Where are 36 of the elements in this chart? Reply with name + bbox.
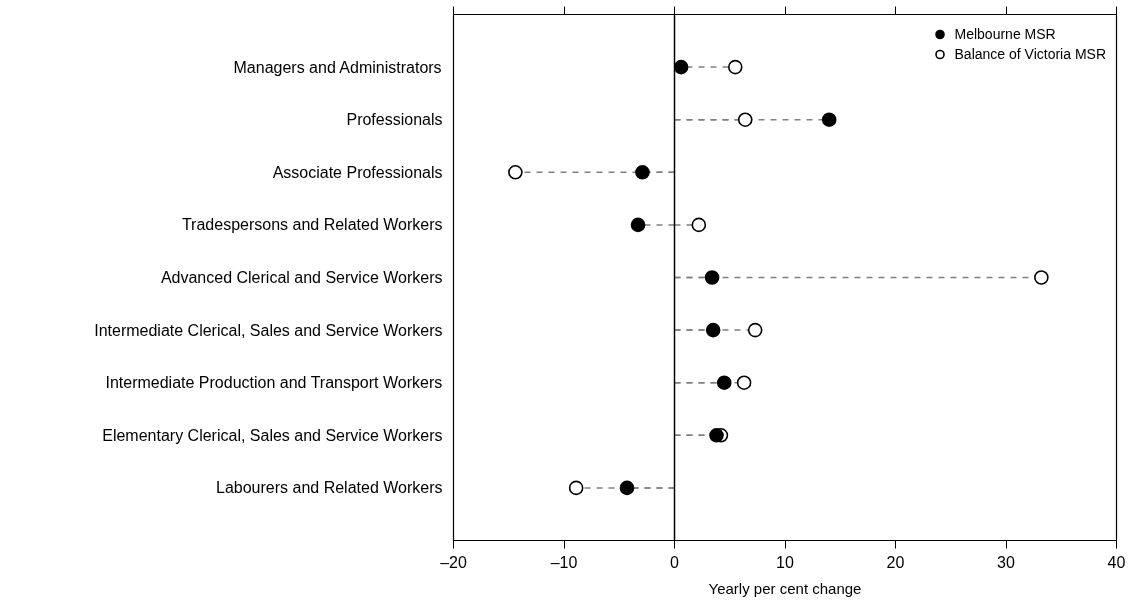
point (736, 375, 752, 390)
point (709, 428, 724, 443)
x-tick-label: 0 (670, 553, 680, 571)
y-tick-label: Elementary Clerical, Sales and Service Workers (102, 426, 443, 444)
point (630, 217, 646, 233)
y-tick-label: Intermediate Production and Transport Workers (105, 374, 443, 392)
x-tick-label: 10 (776, 553, 794, 571)
x-tick-label: –10 (550, 553, 578, 571)
point (705, 322, 721, 338)
y-tick-label: Labourers and Related Workers (216, 479, 443, 497)
y-tick-label: Intermediate Clerical, Sales and Service Workers (94, 321, 443, 339)
point (716, 375, 732, 390)
point (568, 480, 584, 496)
y-tick-label: Professionals (346, 111, 443, 129)
point (747, 322, 763, 338)
legend-label: Balance of Victoria MSR (954, 45, 1106, 64)
point (635, 165, 650, 180)
y-tick-label: Tradespersons and Related Workers (181, 216, 443, 234)
point (821, 112, 837, 127)
x-tick-label: 40 (1107, 553, 1126, 571)
point (704, 270, 720, 285)
point (1034, 270, 1049, 285)
point (673, 59, 689, 75)
point (619, 480, 635, 496)
x-tick-label: 20 (886, 553, 905, 571)
x-tick-label: –20 (440, 553, 467, 571)
y-tick-label: Associate Professionals (272, 163, 443, 181)
legend-label: Melbourne MSR (954, 25, 1056, 44)
y-tick-label: Advanced Clerical and Service Workers (160, 269, 443, 286)
x-tick-label: 30 (997, 553, 1015, 571)
point (508, 165, 523, 180)
y-tick-label: Managers and Administrators (233, 58, 442, 76)
point (691, 217, 707, 233)
point (727, 59, 743, 75)
x-axis-title: Yearly per cent change (708, 579, 862, 597)
point (737, 112, 753, 127)
